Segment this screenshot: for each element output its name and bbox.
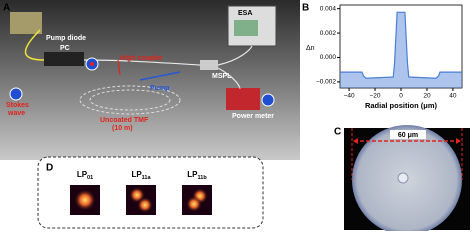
mode-spot: [186, 196, 202, 212]
label: PC: [60, 45, 70, 52]
plot-area: [339, 4, 463, 89]
fiber-coil: [79, 85, 181, 115]
panel-c: C 60 μm: [334, 125, 470, 231]
port-icon: [261, 93, 275, 107]
pc-device: [44, 52, 84, 66]
panel-b: B Δn −0.002 0.000 0.002 0.004 −40 −20 0 20 40 Rad…: [302, 3, 463, 110]
mode-sub: 11a: [142, 175, 152, 181]
mode-label: LP11a: [131, 170, 151, 181]
x-axis-label: Radial position (μm): [365, 101, 438, 110]
label: MSPL: [212, 73, 232, 80]
mode-label: LP01: [77, 170, 93, 181]
mode-main: LP: [131, 170, 142, 179]
arrow: [117, 59, 121, 76]
line: [340, 11, 462, 79]
power-meter-device: [226, 88, 260, 110]
mode-spot: [74, 189, 96, 211]
y-tick-label: 0.000: [320, 54, 337, 61]
mode-main: LP: [187, 170, 198, 179]
x-tick-label: 40: [449, 93, 457, 100]
area: [340, 12, 462, 88]
mode-sub: 11b: [198, 175, 208, 181]
esa-screen: [234, 20, 258, 36]
label: Pump: [150, 85, 169, 92]
x-tick-label: 20: [423, 93, 431, 100]
pump-diode-device: [10, 12, 42, 34]
panel-a: A Pump diode PC High coupler Pump MSPL E…: [0, 0, 300, 160]
label: Stokes: [6, 102, 29, 109]
scale-bg: [390, 130, 426, 139]
label: High coupler: [120, 55, 163, 62]
label: wave: [7, 110, 25, 117]
scale-label: 60 μm: [398, 132, 418, 139]
y-tick-label: −0.002: [316, 79, 336, 86]
fiber: [24, 29, 45, 61]
figure: A Pump diode PC High coupler Pump MSPL E…: [0, 0, 470, 231]
label: (10 m): [112, 125, 133, 132]
x-tick-label: −20: [370, 93, 381, 100]
label: Pump diode: [46, 35, 86, 42]
fiber-core: [397, 172, 409, 184]
mode-spot: [137, 197, 153, 213]
mode-label: LP11b: [187, 170, 207, 181]
y-tick-label: 0.002: [320, 30, 337, 37]
mode-sub: 01: [87, 175, 93, 181]
x-tick-label: 0: [399, 93, 403, 100]
y-tick-label: 0.004: [320, 5, 337, 12]
label: Uncoated TMF: [100, 117, 149, 124]
port-icon: [9, 87, 23, 101]
mspl-device: [200, 60, 218, 70]
panel-letter: A: [3, 3, 10, 14]
x-tick-label: −40: [344, 93, 355, 100]
mode-main: LP: [77, 170, 88, 179]
label: Power meter: [232, 113, 274, 120]
y-axis-label: Δn: [306, 45, 315, 52]
panel-letter: B: [302, 3, 309, 14]
panel-letter: C: [334, 127, 341, 138]
panel-letter: D: [46, 163, 53, 174]
fiber-coil: [89, 89, 171, 111]
arrow: [139, 71, 181, 81]
panel-d: D LP01 LP11a LP11b: [37, 156, 264, 229]
port-icon: [90, 62, 94, 66]
label: ESA: [238, 10, 252, 17]
